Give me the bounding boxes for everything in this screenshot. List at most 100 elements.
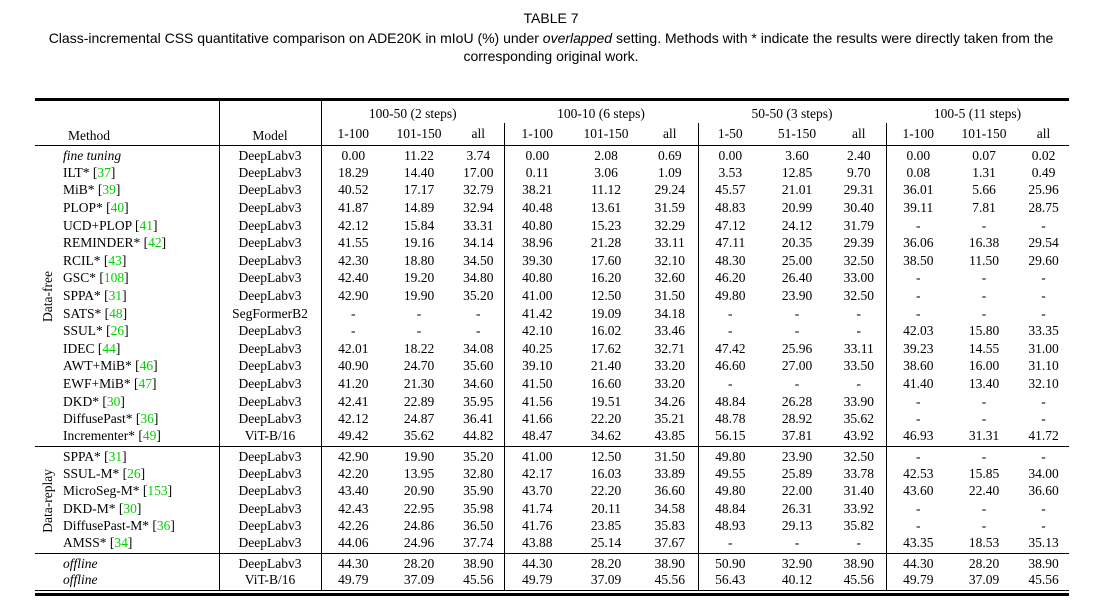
model-column-header: Model: [219, 99, 322, 146]
citation-link[interactable]: 108: [103, 270, 125, 286]
value-cell: 11.22: [404, 148, 434, 163]
citation-link[interactable]: 30: [123, 500, 137, 516]
subheader: 1-100: [902, 125, 935, 141]
citation-link[interactable]: 36: [156, 518, 171, 534]
value-cell: 36.60: [642, 482, 699, 501]
table-row: IDEC [44] DeepLabv3 42.01 18.22 34.08 40.25 17…: [35, 339, 1069, 358]
citation-link[interactable]: 40: [110, 199, 125, 215]
citation-link[interactable]: 42: [148, 235, 162, 251]
value-cell: 44.06: [338, 535, 369, 551]
citation-link[interactable]: 47: [138, 375, 153, 391]
value-cell: 39.30: [522, 252, 553, 268]
value-cell: 38.90: [1028, 556, 1059, 572]
value-cell: 43.60: [903, 483, 934, 499]
value-cell: -: [1041, 217, 1046, 233]
value-cell: 33.35: [1028, 323, 1059, 339]
value-cell: 14.55: [968, 340, 1000, 356]
citation-link[interactable]: 44: [102, 340, 116, 356]
method-name: MicroSeg-M*: [63, 483, 140, 499]
value-cell: 45.56: [453, 572, 505, 591]
value-cell: 16.00: [968, 358, 1000, 374]
value-cell: 26.31: [781, 500, 813, 516]
value-cell: 29.13: [781, 518, 813, 534]
value-cell: 11.50: [969, 252, 999, 268]
citation-link[interactable]: 39: [102, 182, 116, 198]
model-cell: DeepLabv3: [219, 392, 322, 411]
section-data-replay: Data-replay SPPA* [31] DeepLabv3 42.90 19.90…: [35, 446, 1070, 554]
citation-link[interactable]: 34: [114, 535, 128, 551]
method-name: DiffusePast-M*: [63, 518, 149, 534]
method-cell: SPPA* [31]: [61, 446, 220, 465]
method-cell: SPPA* [31]: [61, 287, 220, 305]
value-cell: 22.20: [590, 483, 622, 499]
value-cell: -: [728, 305, 733, 321]
table-row: MicroSeg-M* [153] DeepLabv3 43.40 20.90 35.9…: [35, 482, 1069, 501]
value-cell: 32.79: [453, 181, 505, 200]
value-cell: -: [981, 393, 987, 409]
citation-link[interactable]: 49: [142, 427, 157, 443]
table-row: RCIL* [43] DeepLabv3 42.30 18.80 34.50 39.30 1…: [35, 251, 1069, 270]
citation-link[interactable]: 31: [108, 287, 123, 303]
value-cell: 33.11: [642, 234, 699, 252]
value-cell: 35.95: [453, 392, 505, 411]
table-row: AMSS* [34] DeepLabv3 44.06 24.96 37.74 43.88 2…: [35, 535, 1069, 554]
value-cell: 18.80: [403, 252, 435, 268]
value-cell: 41.66: [522, 411, 553, 427]
value-cell: 3.53: [718, 164, 743, 180]
citation-link[interactable]: 41: [139, 217, 154, 233]
value-cell: 41.55: [338, 235, 369, 251]
value-cell: 27.00: [781, 358, 813, 374]
citation-link[interactable]: 26: [127, 465, 141, 481]
value-cell: 42.90: [338, 448, 369, 464]
method-name: IDEC: [63, 340, 95, 356]
value-cell: 33.00: [832, 269, 887, 288]
value-cell: 35.62: [832, 410, 887, 428]
value-cell: 42.40: [338, 270, 369, 286]
value-cell: 41.00: [522, 287, 553, 303]
value-cell: 36.60: [1028, 483, 1059, 499]
value-cell: 29.24: [642, 181, 699, 200]
value-cell: 46.20: [715, 270, 746, 286]
citation-link[interactable]: 26: [110, 323, 125, 339]
value-cell: 32.90: [781, 556, 813, 572]
value-cell: 42.20: [338, 465, 369, 481]
method-name: fine tuning: [63, 148, 122, 163]
table-row: SATS* [48] SegFormerB2 - - - 41.42 19.09 34.18 -…: [35, 304, 1069, 323]
value-cell: 38.96: [522, 235, 553, 251]
value-cell: -: [981, 448, 987, 464]
citation-link[interactable]: 31: [108, 448, 123, 464]
value-cell: 31.50: [642, 287, 699, 305]
value-cell: 41.50: [522, 375, 553, 391]
value-cell: 36.01: [903, 182, 934, 198]
table-header: Method Model 100-50 (2 steps) 100-10 (6 …: [35, 99, 1070, 146]
section-label: Data-replay: [35, 446, 61, 553]
method-cell: DKD* [30]: [61, 392, 220, 411]
citation-link[interactable]: 43: [108, 252, 122, 268]
value-cell: 32.71: [642, 339, 699, 358]
value-cell: 24.86: [403, 518, 435, 534]
citation-link[interactable]: 153: [147, 483, 168, 499]
value-cell: 0.00: [906, 148, 931, 163]
value-cell: 39.11: [903, 199, 934, 215]
citation-link[interactable]: 48: [109, 305, 123, 321]
table-row: SSUL-M* [26] DeepLabv3 42.20 13.95 32.80 42.1…: [35, 464, 1069, 483]
citation-link[interactable]: 36: [140, 411, 154, 427]
value-cell: 41.40: [903, 375, 934, 391]
citation-link[interactable]: 46: [139, 358, 154, 374]
model-cell: DeepLabv3: [219, 357, 322, 376]
value-cell: -: [981, 305, 987, 321]
citation-link[interactable]: 37: [97, 164, 111, 180]
value-cell: -: [916, 305, 921, 321]
subheader: all: [453, 122, 505, 146]
method-name: GSC*: [63, 270, 97, 286]
method-cell: DKD-M* [30]: [61, 500, 220, 518]
value-cell: 24.12: [781, 217, 813, 233]
value-cell: 31.31: [968, 427, 1000, 443]
method-cell: PLOP* [40]: [61, 199, 220, 217]
value-cell: 35.21: [642, 410, 699, 428]
value-cell: 48.47: [522, 427, 553, 443]
value-cell: -: [981, 287, 987, 303]
value-cell: 48.84: [715, 393, 746, 409]
citation-link[interactable]: 30: [106, 393, 121, 409]
method-name: offline: [63, 556, 98, 572]
